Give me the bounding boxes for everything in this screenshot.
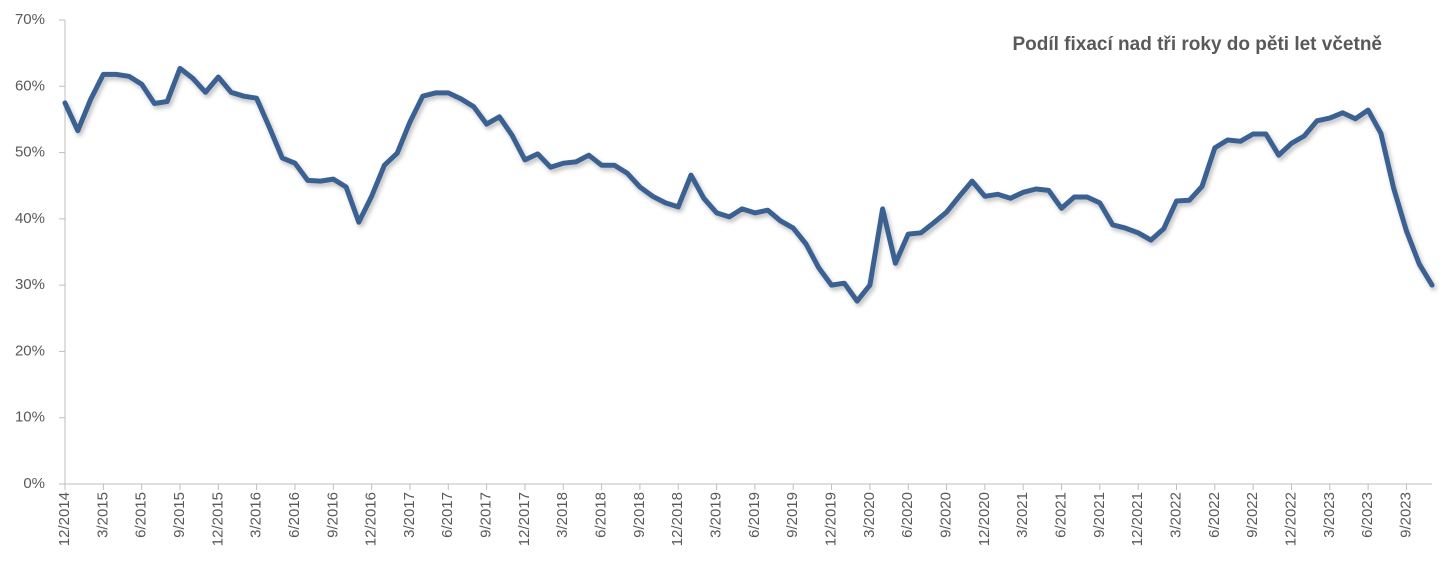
- y-tick-label: 10%: [15, 409, 45, 426]
- x-tick-label: 6/2023: [1359, 492, 1376, 538]
- x-tick-label: 9/2017: [478, 492, 495, 538]
- x-tick-label: 9/2018: [631, 492, 648, 538]
- x-tick-label: 3/2021: [1014, 492, 1031, 538]
- x-tick-label: 12/2020: [976, 492, 993, 546]
- y-tick-label: 40%: [15, 210, 45, 227]
- x-tick-label: 12/2017: [516, 492, 533, 546]
- x-tick-label: 3/2017: [401, 492, 418, 538]
- y-tick-label: 50%: [15, 144, 45, 161]
- x-tick-label: 9/2023: [1397, 492, 1414, 538]
- x-tick-label: 12/2014: [56, 492, 73, 546]
- x-tick-label: 12/2022: [1282, 492, 1299, 546]
- y-tick-label: 70%: [15, 11, 45, 28]
- x-tick-label: 3/2015: [94, 492, 111, 538]
- x-tick-label: 6/2017: [439, 492, 456, 538]
- y-tick-label: 20%: [15, 342, 45, 359]
- x-tick-label: 6/2018: [593, 492, 610, 538]
- x-tick-label: 9/2015: [171, 492, 188, 538]
- x-tick-label: 12/2019: [823, 492, 840, 546]
- x-tick-label: 6/2015: [133, 492, 150, 538]
- x-tick-label: 12/2015: [209, 492, 226, 546]
- line-series: [62, 65, 1435, 304]
- x-tick-label: 3/2022: [1167, 492, 1184, 538]
- x-tick-label: 6/2016: [286, 492, 303, 538]
- x-tick-label: 6/2019: [746, 492, 763, 538]
- x-tick-label: 6/2021: [1052, 492, 1069, 538]
- x-tick-label: 9/2020: [937, 492, 954, 538]
- x-tick-label: 9/2019: [784, 492, 801, 538]
- x-tick-label: 6/2020: [899, 492, 916, 538]
- x-tick-label: 3/2016: [248, 492, 265, 538]
- x-tick-label: 12/2021: [1129, 492, 1146, 546]
- y-tick-label: 30%: [15, 276, 45, 293]
- y-tick-label: 60%: [15, 77, 45, 94]
- x-tick-label: 6/2022: [1206, 492, 1223, 538]
- x-tick-label: 12/2016: [363, 492, 380, 546]
- x-tick-label: 9/2022: [1244, 492, 1261, 538]
- x-tick-label: 9/2021: [1091, 492, 1108, 538]
- x-tick-label: 3/2020: [861, 492, 878, 538]
- x-tick-label: 9/2016: [324, 492, 341, 538]
- x-tick-label: 3/2019: [708, 492, 725, 538]
- y-tick-label: 0%: [23, 475, 45, 492]
- x-tick-label: 3/2018: [554, 492, 571, 538]
- x-tick-label: 3/2023: [1321, 492, 1338, 538]
- x-tick-label: 12/2018: [669, 492, 686, 546]
- chart-title: Podíl fixací nad tři roky do pěti let vč…: [1012, 34, 1382, 55]
